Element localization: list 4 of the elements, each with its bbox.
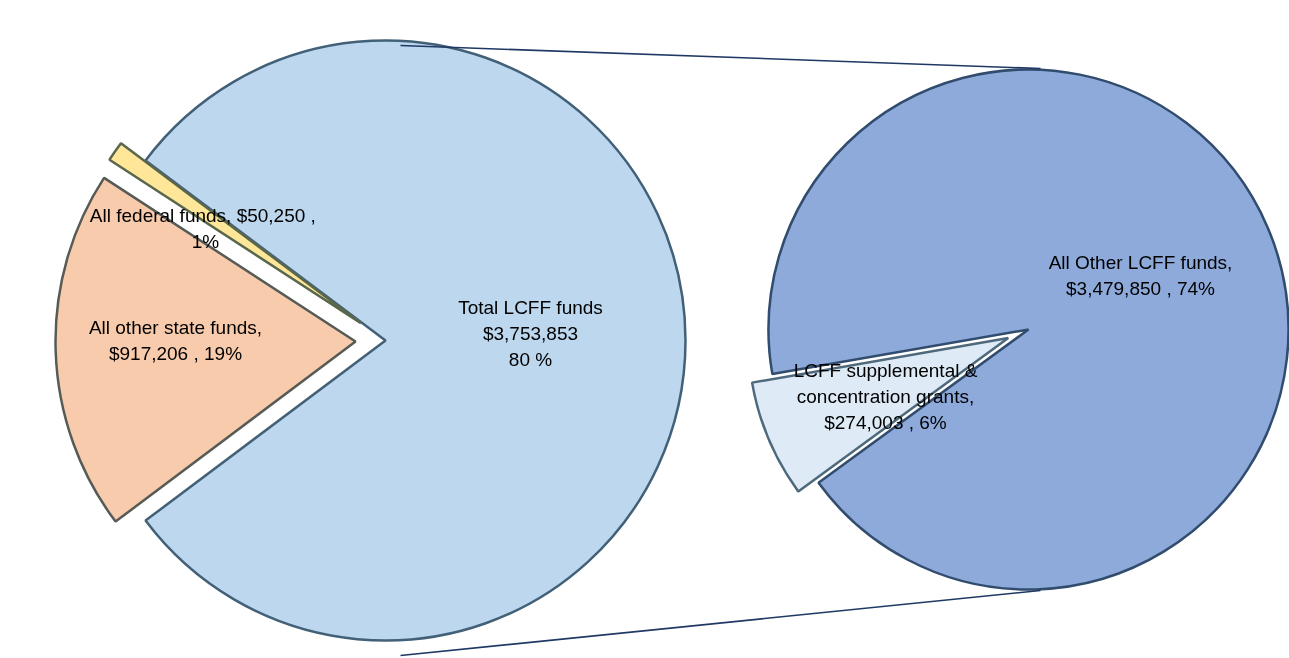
- slice-label: All other state funds, $917,206 , 19%: [88, 316, 263, 365]
- slice-label: Total LCFF funds: [458, 296, 603, 318]
- data-label: $3,753,853 80 %: [482, 323, 579, 371]
- slice-label: All Other LCFF funds, $3,479,850 , 74%: [1048, 251, 1233, 300]
